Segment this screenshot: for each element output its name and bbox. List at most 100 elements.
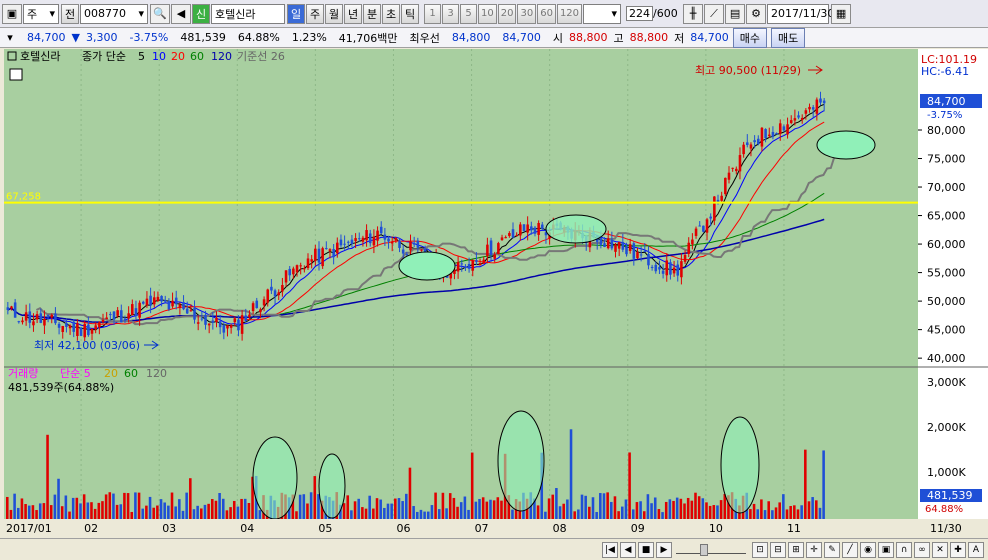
tab-week[interactable]: 주	[306, 3, 324, 24]
candle-body	[639, 254, 643, 256]
code-input[interactable]: 008770 ▾	[80, 3, 148, 24]
zoom-in-icon[interactable]: ⊞	[788, 541, 804, 558]
volume-bar	[346, 495, 350, 519]
text-icon[interactable]: A	[968, 541, 984, 558]
tab-day[interactable]: 일	[287, 3, 305, 24]
prev-button[interactable]: 전	[61, 3, 79, 24]
volume-bar	[148, 496, 152, 519]
crosshair-icon[interactable]: ✛	[806, 541, 822, 558]
sell-button[interactable]: 매도	[771, 27, 806, 48]
calendar-icon[interactable]: ▦	[831, 3, 852, 24]
price-axis: 80,000 75,000 70,000 65,000 60,000 55,000 50,0…	[918, 124, 966, 365]
candle-body	[610, 239, 614, 249]
volume-bar	[507, 495, 511, 519]
volume-bar	[606, 492, 609, 519]
x-tick: 09	[631, 522, 645, 535]
volume-bar	[200, 508, 203, 519]
market-select[interactable]: 주 ▾	[23, 3, 59, 24]
volume-bar	[672, 500, 675, 519]
volume-bar	[368, 495, 371, 519]
search-icon[interactable]: 🔍	[150, 3, 170, 24]
volume-bar	[562, 503, 565, 519]
candle-body	[420, 249, 423, 251]
quote-amount: 41,706백만	[338, 31, 398, 45]
candle-body	[346, 241, 350, 243]
stop-icon[interactable]: ■	[638, 541, 654, 558]
kijun-line	[35, 133, 854, 326]
candle-body	[226, 325, 229, 329]
volume-ma-60: 60	[124, 367, 138, 380]
candle-body	[141, 301, 145, 304]
interval-1[interactable]: 1	[424, 3, 441, 24]
bottom-toolbar: |◀ ◀ ■ ▶ ⊡ ⊟ ⊞ ✛ ✎ ╱ ◉ ▣ ∩ ∞ ✕ ✚ A	[0, 538, 988, 560]
volume-bar	[137, 492, 141, 519]
table-icon[interactable]	[9, 68, 23, 81]
candle-body	[314, 248, 317, 261]
window-icon[interactable]: ▣	[2, 3, 22, 24]
tab-year[interactable]: 년	[344, 3, 362, 24]
pen-icon[interactable]: ✎	[824, 541, 840, 558]
volume-bar	[793, 505, 796, 519]
ruler-icon[interactable]: ╱	[842, 541, 858, 558]
candle-body	[544, 232, 548, 236]
tab-month[interactable]: 월	[325, 3, 343, 24]
buy-button[interactable]: 매수	[732, 27, 768, 48]
candle-body	[464, 266, 467, 268]
zoom-slider[interactable]	[676, 543, 746, 556]
volume-bar	[595, 512, 598, 519]
candle-icon[interactable]: ╫	[683, 3, 704, 24]
candle-body	[43, 318, 46, 326]
price-chart[interactable]: 67,258 최고 90,500 (11/29) 최저 42,100 (03/0…	[0, 49, 988, 538]
candle-body	[720, 195, 723, 201]
volume-bar	[101, 501, 104, 519]
legend-box-icon	[7, 51, 17, 61]
tab-minute[interactable]: 분	[363, 3, 381, 24]
volume-bar	[196, 505, 199, 519]
count-input[interactable]: 224	[626, 6, 654, 21]
x-tick: 03	[162, 522, 176, 535]
zoom-reset-icon[interactable]: ⊡	[752, 541, 768, 558]
scroll-prev-icon[interactable]: ◀	[620, 541, 636, 558]
candle-body	[68, 325, 72, 329]
candle-body	[255, 300, 259, 309]
eye-icon[interactable]: ◉	[860, 541, 876, 558]
candle-body	[259, 309, 262, 313]
interval-5[interactable]: 5	[460, 3, 477, 24]
interval-dropdown[interactable]: ▾	[583, 3, 622, 24]
interval-10[interactable]: 10	[478, 3, 497, 24]
volume-bar	[807, 501, 811, 519]
tab-tick[interactable]: 틱	[401, 3, 419, 24]
interval-3[interactable]: 3	[442, 3, 459, 24]
volume-bar	[580, 494, 584, 519]
speaker-icon[interactable]: ◀	[171, 3, 191, 24]
line-chart-icon[interactable]: ⟋	[704, 3, 725, 24]
date-input[interactable]: 2017/11/30	[767, 3, 834, 24]
volume-bar	[500, 500, 503, 519]
candle-body	[603, 243, 606, 248]
interval-120[interactable]: 120	[556, 3, 583, 24]
ma-120-label: 120	[211, 50, 232, 63]
link-icon[interactable]: ∞	[914, 541, 930, 558]
interval-60[interactable]: 60	[537, 3, 556, 24]
interval-30[interactable]: 30	[517, 3, 537, 24]
interval-20[interactable]: 20	[497, 3, 517, 24]
volume-bar	[126, 493, 130, 519]
magnet-icon[interactable]: ∩	[896, 541, 912, 558]
print-icon[interactable]: ▤	[725, 3, 746, 24]
zoom-out-icon[interactable]: ⊟	[770, 541, 786, 558]
add-icon[interactable]: ✚	[950, 541, 966, 558]
gear-icon[interactable]: ⚙	[746, 3, 767, 24]
tab-second[interactable]: 초	[382, 3, 400, 24]
scroll-first-icon[interactable]: |◀	[602, 541, 618, 558]
candle-body	[775, 133, 778, 135]
chevron-down-icon[interactable]: ▾	[7, 31, 13, 44]
slider-handle[interactable]	[700, 543, 708, 556]
candle-body	[713, 196, 716, 221]
candle-body	[683, 254, 687, 262]
candle-body	[189, 310, 193, 312]
scroll-next-icon[interactable]: ▶	[656, 541, 672, 558]
candle-body	[270, 286, 273, 291]
candle-body	[127, 313, 130, 319]
lock-icon[interactable]: ▣	[878, 541, 894, 558]
delete-icon[interactable]: ✕	[932, 541, 948, 558]
